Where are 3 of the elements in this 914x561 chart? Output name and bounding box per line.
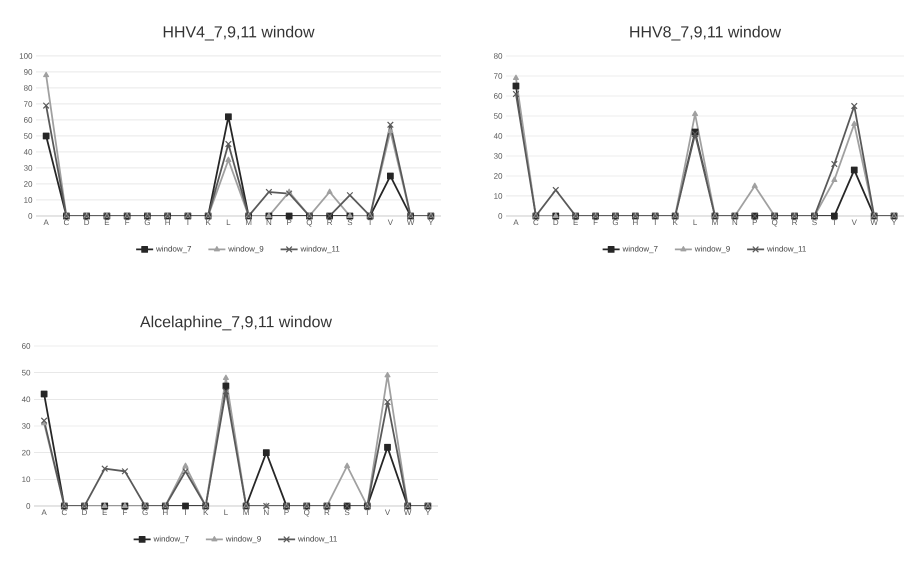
- chart-title: HHV8_7,9,11 window: [630, 26, 782, 40]
- chart-title: HHV4_7,9,11 window: [164, 26, 315, 40]
- chart-title: Alcelaphine_7,9,11 window: [140, 316, 332, 330]
